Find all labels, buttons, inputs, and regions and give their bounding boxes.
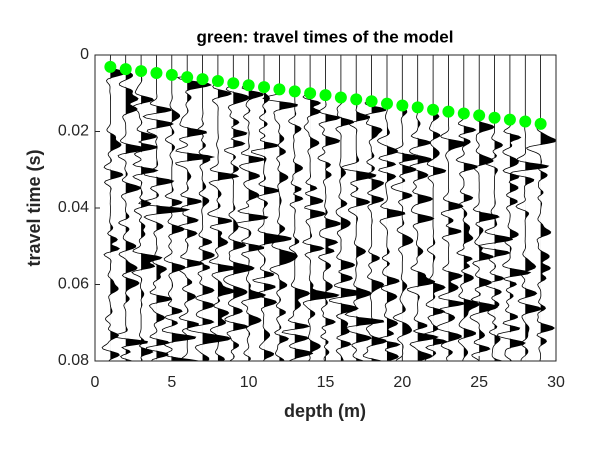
point bbox=[119, 63, 132, 76]
trace-fill bbox=[509, 55, 531, 361]
trace-line bbox=[478, 55, 514, 361]
y-tick-label: 0.08 bbox=[58, 352, 89, 369]
x-tick-label: 10 bbox=[240, 374, 258, 391]
x-tick-label: 15 bbox=[317, 374, 335, 391]
trace-line bbox=[509, 55, 550, 361]
point bbox=[288, 85, 301, 98]
y-tick-label: 0.06 bbox=[58, 276, 89, 293]
point bbox=[150, 66, 163, 79]
y-tick-label: 0.04 bbox=[58, 199, 89, 216]
trace-fill bbox=[525, 55, 549, 361]
trace-line bbox=[207, 55, 240, 361]
point bbox=[104, 60, 117, 73]
point bbox=[534, 117, 547, 130]
point bbox=[503, 113, 516, 126]
point bbox=[227, 77, 240, 90]
chart-title: green: travel times of the model bbox=[197, 27, 454, 46]
trace-line bbox=[496, 55, 532, 361]
trace-line bbox=[131, 55, 163, 361]
x-tick-label: 30 bbox=[547, 374, 565, 391]
x-tick-label: 5 bbox=[167, 374, 176, 391]
trace-fill bbox=[279, 55, 298, 361]
trace-fill bbox=[187, 55, 214, 361]
trace-line bbox=[455, 55, 480, 361]
trace-fill bbox=[540, 55, 556, 361]
point bbox=[488, 111, 501, 124]
point bbox=[473, 109, 486, 122]
trace-line bbox=[251, 55, 292, 361]
trace-line bbox=[186, 55, 232, 361]
point bbox=[273, 83, 286, 96]
x-axis-label: depth (m) bbox=[284, 401, 366, 421]
x-tick-label: 25 bbox=[470, 374, 488, 391]
trace-fill bbox=[402, 55, 421, 361]
trace-fill bbox=[463, 55, 480, 361]
point bbox=[196, 73, 209, 86]
trace-line bbox=[161, 55, 201, 361]
point bbox=[165, 68, 178, 81]
trace-fill bbox=[371, 55, 387, 361]
trace-line bbox=[233, 55, 269, 361]
trace-line bbox=[317, 55, 341, 361]
point bbox=[181, 71, 194, 84]
point bbox=[442, 105, 455, 118]
trace-line bbox=[112, 55, 148, 361]
point bbox=[135, 65, 148, 78]
point bbox=[365, 95, 378, 108]
point bbox=[350, 93, 363, 106]
point bbox=[519, 115, 532, 128]
point bbox=[396, 99, 409, 112]
point bbox=[411, 101, 424, 114]
point bbox=[319, 89, 332, 102]
trace-fill bbox=[156, 55, 189, 361]
trace-line bbox=[175, 55, 216, 361]
trace-line bbox=[101, 55, 126, 361]
trace-fill bbox=[110, 55, 126, 361]
x-tick-label: 20 bbox=[393, 374, 411, 391]
trace-fill bbox=[233, 55, 255, 361]
wiggle-traces bbox=[101, 55, 556, 361]
y-axis-label: travel time (s) bbox=[24, 149, 44, 266]
point bbox=[304, 87, 317, 100]
trace-line bbox=[138, 55, 191, 361]
point bbox=[380, 97, 393, 110]
point bbox=[427, 103, 440, 116]
point bbox=[258, 81, 271, 94]
trace-fill bbox=[325, 55, 341, 361]
trace-line bbox=[281, 55, 314, 361]
point bbox=[211, 75, 224, 88]
trace-fill bbox=[433, 55, 447, 361]
x-tick-label: 0 bbox=[91, 374, 100, 391]
trace-fill bbox=[340, 55, 363, 361]
point bbox=[334, 91, 347, 104]
trace-line bbox=[469, 55, 500, 361]
trace-line bbox=[223, 55, 255, 361]
trace-line bbox=[340, 55, 385, 361]
point bbox=[457, 107, 470, 120]
trace-line bbox=[328, 55, 364, 361]
y-tick-label: 0 bbox=[80, 46, 89, 63]
trace-fill bbox=[125, 55, 148, 361]
y-tick-label: 0.02 bbox=[58, 123, 89, 140]
trace-line bbox=[525, 55, 556, 361]
point bbox=[242, 79, 255, 92]
trace-line bbox=[262, 55, 298, 361]
trace-line bbox=[302, 55, 340, 361]
trace-fill bbox=[417, 55, 438, 361]
